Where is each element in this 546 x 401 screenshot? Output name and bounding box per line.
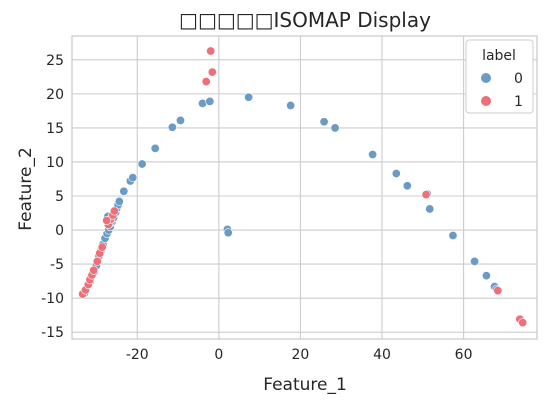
plot-frame xyxy=(71,35,538,340)
data-point-label-1 xyxy=(97,242,107,252)
y-tick-label: -15 xyxy=(41,325,64,341)
data-point-label-0 xyxy=(481,271,491,281)
data-point-label-0 xyxy=(368,149,378,159)
data-point-label-1 xyxy=(109,206,119,216)
data-point-label-1 xyxy=(518,318,528,328)
legend-marker-0 xyxy=(481,73,491,83)
y-tick-label: 0 xyxy=(55,223,64,239)
data-point-label-0 xyxy=(176,115,186,125)
x-tick-label: 40 xyxy=(373,347,391,363)
data-point-label-0 xyxy=(470,256,480,266)
data-point-label-1 xyxy=(102,216,112,226)
data-point-label-0 xyxy=(391,169,401,179)
x-tick-label: -20 xyxy=(126,347,149,363)
data-point-label-1 xyxy=(89,265,99,275)
y-tick-label: -5 xyxy=(50,257,64,273)
data-points xyxy=(78,46,528,328)
legend-label-1: 1 xyxy=(514,94,523,110)
data-point-label-0 xyxy=(286,100,296,110)
data-point-label-0 xyxy=(137,159,147,169)
data-point-label-1 xyxy=(92,256,102,266)
y-tick-label: -10 xyxy=(41,291,64,307)
x-tick-label: 20 xyxy=(292,347,310,363)
data-point-label-1 xyxy=(201,77,211,87)
legend: label 0 1 xyxy=(465,39,534,114)
x-axis-label: Feature_1 xyxy=(263,375,347,395)
data-point-label-0 xyxy=(128,173,138,183)
data-point-label-0 xyxy=(150,143,160,153)
grid-lines xyxy=(72,36,537,339)
data-point-label-1 xyxy=(206,46,216,56)
chart-title: □□□□□ISOMAP Display xyxy=(179,8,431,32)
legend-title: label xyxy=(482,48,516,64)
x-tick-label: 0 xyxy=(214,347,223,363)
data-point-label-1 xyxy=(207,67,217,77)
legend-box xyxy=(465,39,534,114)
data-point-label-1 xyxy=(493,286,503,296)
data-point-label-0 xyxy=(319,117,329,127)
data-point-label-0 xyxy=(167,122,177,132)
x-tick-label: 60 xyxy=(455,347,473,363)
data-point-label-0 xyxy=(244,92,254,102)
y-tick-label: 10 xyxy=(46,155,64,171)
y-tick-label: 20 xyxy=(46,87,64,103)
data-point-label-0 xyxy=(119,186,129,196)
legend-label-0: 0 xyxy=(514,71,523,87)
legend-marker-1 xyxy=(481,96,491,106)
data-point-label-0 xyxy=(223,228,233,238)
y-tick-label: 15 xyxy=(46,121,64,137)
tick-labels: -20 0 20 40 60 -15 -10 -5 0 5 10 15 20 25 xyxy=(41,53,472,363)
data-point-label-0 xyxy=(402,181,412,191)
y-tick-label: 5 xyxy=(55,189,64,205)
data-point-label-0 xyxy=(330,123,340,133)
y-axis-label: Feature_2 xyxy=(16,147,36,231)
data-point-label-0 xyxy=(448,231,458,241)
data-point-label-0 xyxy=(114,196,124,206)
data-point-label-1 xyxy=(421,190,431,200)
y-tick-label: 25 xyxy=(46,53,64,69)
data-point-label-0 xyxy=(205,96,215,106)
data-point-label-0 xyxy=(425,204,435,214)
